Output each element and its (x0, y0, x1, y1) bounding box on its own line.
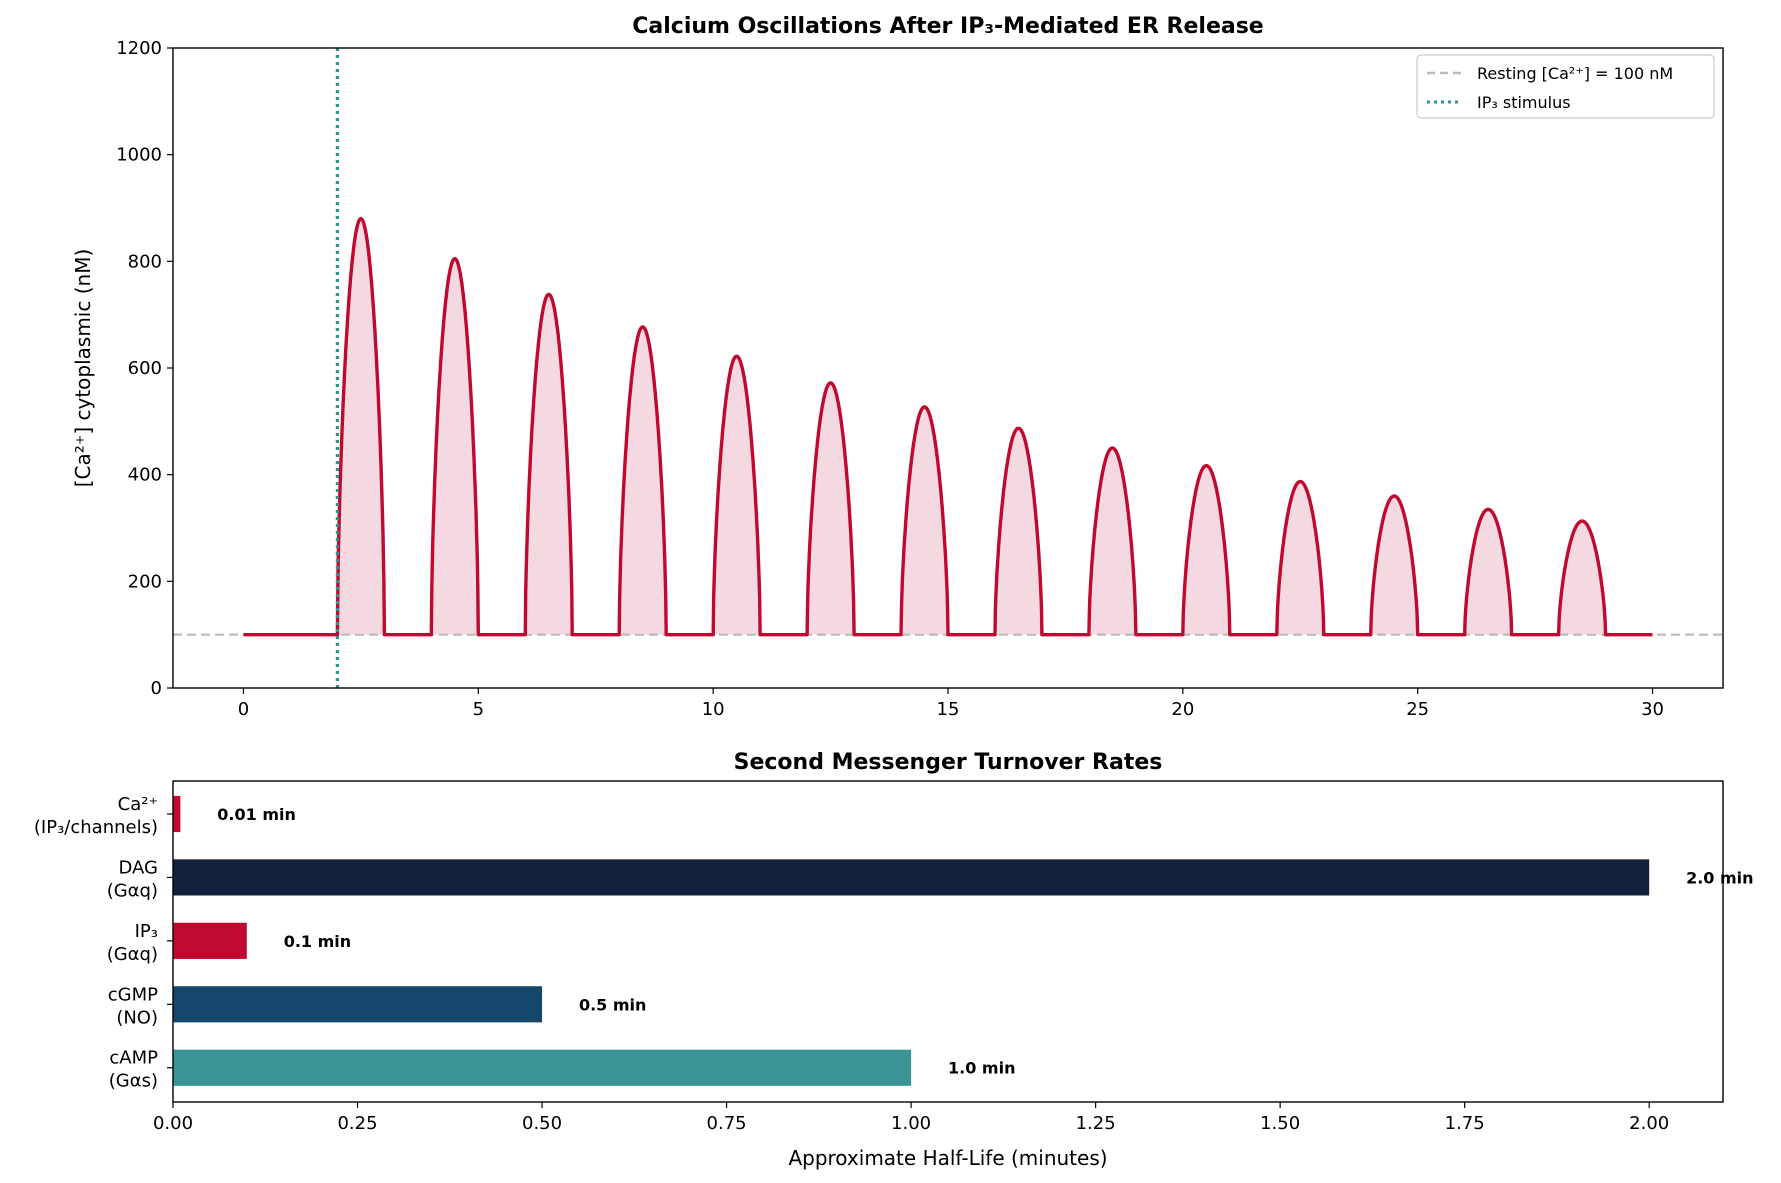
y-tick-label: 400 (128, 465, 162, 486)
y-tick-label: 0 (151, 678, 162, 699)
x-tick-label: 30 (1641, 699, 1664, 720)
x-tick-label: 0.50 (522, 1113, 562, 1134)
x-tick-label: 1.25 (1076, 1113, 1116, 1134)
bar (173, 922, 247, 959)
category-label: cGMP (108, 984, 158, 1005)
bottom-chart-title: Second Messenger Turnover Rates (734, 750, 1163, 775)
calcium-trace-line (242, 217, 1654, 637)
x-tick-label: 0 (238, 699, 249, 720)
bar (173, 1049, 912, 1086)
category-sublabel: (Gαs) (109, 1071, 158, 1092)
x-tick-label: 0.25 (337, 1113, 377, 1134)
x-tick-label: 15 (937, 699, 960, 720)
category-label: DAG (119, 857, 159, 878)
bar (173, 986, 543, 1023)
category-label: Ca²⁺ (118, 794, 158, 815)
x-tick-label: 10 (702, 699, 725, 720)
x-tick-label: 1.00 (891, 1113, 931, 1134)
x-tick-label: 0.00 (153, 1113, 193, 1134)
bar-value-label: 1.0 min (948, 1059, 1015, 1078)
y-tick-label: 200 (128, 571, 162, 592)
x-tick-label: 2.00 (1629, 1113, 1669, 1134)
x-tick-label: 1.50 (1260, 1113, 1300, 1134)
legend-entry-resting: Resting [Ca²⁺] = 100 nM (1477, 64, 1673, 83)
x-tick-label: 25 (1406, 699, 1429, 720)
top-chart-title: Calcium Oscillations After IP₃-Mediated … (632, 14, 1263, 39)
category-sublabel: (IP₃/channels) (34, 817, 158, 838)
y-tick-label: 1000 (116, 145, 162, 166)
calcium-oscillation-chart: Calcium Oscillations After IP₃-Mediated … (71, 14, 1724, 720)
top-y-axis-label: [Ca²⁺] cytoplasmic (nM) (71, 249, 95, 488)
x-tick-label: 20 (1171, 699, 1194, 720)
category-label: IP₃ (135, 921, 158, 942)
bar-value-label: 0.01 min (217, 805, 296, 824)
turnover-bar-chart: Second Messenger Turnover Rates Approxim… (34, 750, 1754, 1170)
x-tick-label: 1.75 (1445, 1113, 1485, 1134)
category-sublabel: (Gαq) (107, 880, 158, 901)
bottom-plot-frame (172, 780, 1724, 1103)
oscillation-fill-area (243, 218, 1653, 635)
bar-value-label: 0.1 min (284, 932, 351, 951)
bottom-x-axis-label: Approximate Half-Life (minutes) (788, 1146, 1107, 1170)
y-tick-label: 1200 (116, 38, 162, 59)
legend-entry-stimulus: IP₃ stimulus (1477, 93, 1571, 112)
category-sublabel: (Gαq) (107, 944, 158, 965)
bar-value-label: 2.0 min (1686, 868, 1753, 887)
bar (173, 795, 181, 833)
bar-value-label: 0.5 min (579, 995, 646, 1014)
y-tick-label: 800 (128, 251, 162, 272)
x-tick-label: 0.75 (707, 1113, 747, 1134)
legend: Resting [Ca²⁺] = 100 nM IP₃ stimulus (1416, 54, 1715, 119)
x-tick-label: 5 (473, 699, 484, 720)
bar (173, 859, 1650, 896)
y-tick-label: 600 (128, 358, 162, 379)
category-label: cAMP (109, 1048, 158, 1069)
category-sublabel: (NO) (116, 1007, 158, 1028)
